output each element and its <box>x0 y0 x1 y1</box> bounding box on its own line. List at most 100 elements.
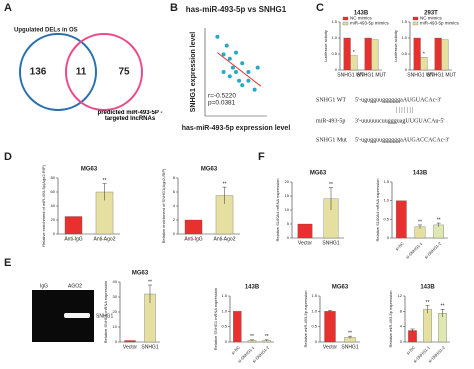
significance: ** <box>418 219 422 225</box>
bar <box>420 57 428 71</box>
y-tick-label: 0.5 <box>331 51 337 56</box>
y-axis-label: Relative miR-493-5p expression <box>388 291 393 348</box>
x-tick-label: Anti-IgG <box>64 236 82 242</box>
seq-name: miR-493-5p <box>316 118 345 124</box>
y-tick-label: 0 <box>115 339 118 344</box>
y-tick-label: 40 <box>51 203 56 208</box>
x-tick-label: SNHG1 WT <box>407 72 433 78</box>
y-tick-label: 10 <box>113 324 118 329</box>
point <box>221 52 226 57</box>
venn-circle <box>65 33 143 111</box>
significance: ** <box>265 334 269 340</box>
significance: ** <box>148 279 152 285</box>
y-axis-label: Relative SNHG1 mRNA expression <box>103 281 108 343</box>
chart-title: MG63 <box>201 167 218 173</box>
y-tick-label: 8 <box>173 175 176 180</box>
band-label: SNHG1 <box>96 313 113 319</box>
point <box>234 70 238 74</box>
x-axis-label: has-miR-493-5p expression level <box>182 125 291 132</box>
y-axis-label: Relative SNHG1 mRNA expression <box>213 288 218 350</box>
legend-swatch <box>412 16 419 21</box>
chart-title: 143B <box>245 285 260 291</box>
y-tick-label: 30 <box>113 294 118 299</box>
y-tick-label: 0 <box>400 339 403 344</box>
significance: ** <box>437 217 441 223</box>
y-tick-label: 1.5 <box>401 19 407 24</box>
annotation: r=-0.5220 <box>208 93 236 100</box>
y-tick-label: 12 <box>398 293 403 298</box>
legend-label: miR-493-5p mimics <box>420 21 460 26</box>
bar <box>434 37 442 71</box>
x-tick-label: SNHG1 <box>141 344 158 350</box>
y-tick-label: 20 <box>51 217 56 222</box>
point <box>230 65 235 70</box>
y-tick-label: 0.5 <box>383 216 389 221</box>
venn-count: 11 <box>76 67 87 78</box>
significance: ** <box>329 182 333 188</box>
seq: 3'-uuuuuucuuggguagUUGUACAu-5' <box>355 118 444 124</box>
point <box>215 34 220 39</box>
y-tick-label: 0 <box>405 67 408 72</box>
y-tick-label: 1.5 <box>331 19 337 24</box>
bar <box>413 37 421 71</box>
seq: 5'-ugugguuggggggaAUGACCACAc-3' <box>355 137 450 143</box>
bar <box>350 55 358 71</box>
bar <box>324 311 336 343</box>
y-axis-label: Relative S100A4 mRNA expression <box>375 179 380 242</box>
panel-label: E <box>4 257 11 269</box>
y-tick-label: 0.5 <box>311 324 317 329</box>
y-tick-label: 0 <box>287 235 290 240</box>
y-tick-label: 8 <box>400 308 403 313</box>
bar <box>371 39 379 71</box>
y-axis-label: Luciferase activity <box>393 30 398 62</box>
panel-label: C <box>316 2 324 14</box>
y-tick-label: 0.5 <box>221 324 227 329</box>
bar <box>64 216 83 235</box>
bar <box>233 311 242 343</box>
point <box>224 43 229 48</box>
y-tick-label: 1.5 <box>383 179 389 184</box>
venn-circle <box>19 33 97 111</box>
legend-label: miR-493-5p mimics <box>350 21 390 26</box>
fit-line <box>217 52 262 87</box>
panel-label: A <box>4 2 12 14</box>
chart-title: 143B <box>413 171 428 177</box>
seq-name: SNHG1 Mut <box>316 137 347 143</box>
y-tick-label: 6 <box>173 189 176 194</box>
x-tick-label: si-SNHG1-1 <box>405 240 424 259</box>
panel-label: B <box>170 2 178 14</box>
significance: ** <box>223 181 227 187</box>
y-tick-label: 2 <box>173 217 176 222</box>
legend-swatch <box>342 16 349 21</box>
panel-label: D <box>4 151 12 163</box>
bar <box>297 223 313 239</box>
x-tick-label: Vector <box>323 344 338 350</box>
y-tick-label: 0 <box>53 231 56 236</box>
venn-label-box: predicted miR-493-5P -targeted lncRNAs <box>98 110 163 122</box>
x-tick-label: SNHG1 <box>341 344 358 350</box>
significance: ** <box>103 178 107 184</box>
y-axis-label: Relative enrichment of SNHG1(Ago2-RIP) <box>161 168 166 243</box>
legend-label: NC mimics <box>350 16 372 21</box>
bar <box>441 39 449 71</box>
bar <box>364 37 372 71</box>
x-tick-label: Anti-Ago2 <box>214 236 236 242</box>
point <box>246 70 251 74</box>
y-axis-label: Relative S100A4 mRNA expression <box>275 179 280 242</box>
bar <box>433 224 444 239</box>
legend-swatch <box>412 21 419 26</box>
point <box>221 70 226 74</box>
bar <box>423 309 432 343</box>
bar <box>408 330 417 343</box>
y-tick-label: 0 <box>335 67 338 72</box>
point <box>255 65 260 70</box>
y-axis-label: Relative enrichment of miR-493-5p(Ago2-R… <box>41 164 46 246</box>
x-tick-label: SNHG1 MUT <box>357 72 386 78</box>
x-tick-label: si-SNHG1-2 <box>423 240 442 259</box>
x-tick-label: si-NC <box>230 345 241 356</box>
y-tick-label: 0 <box>173 231 176 236</box>
y-axis-label: Luciferase activity <box>323 30 328 62</box>
bar <box>184 219 203 235</box>
